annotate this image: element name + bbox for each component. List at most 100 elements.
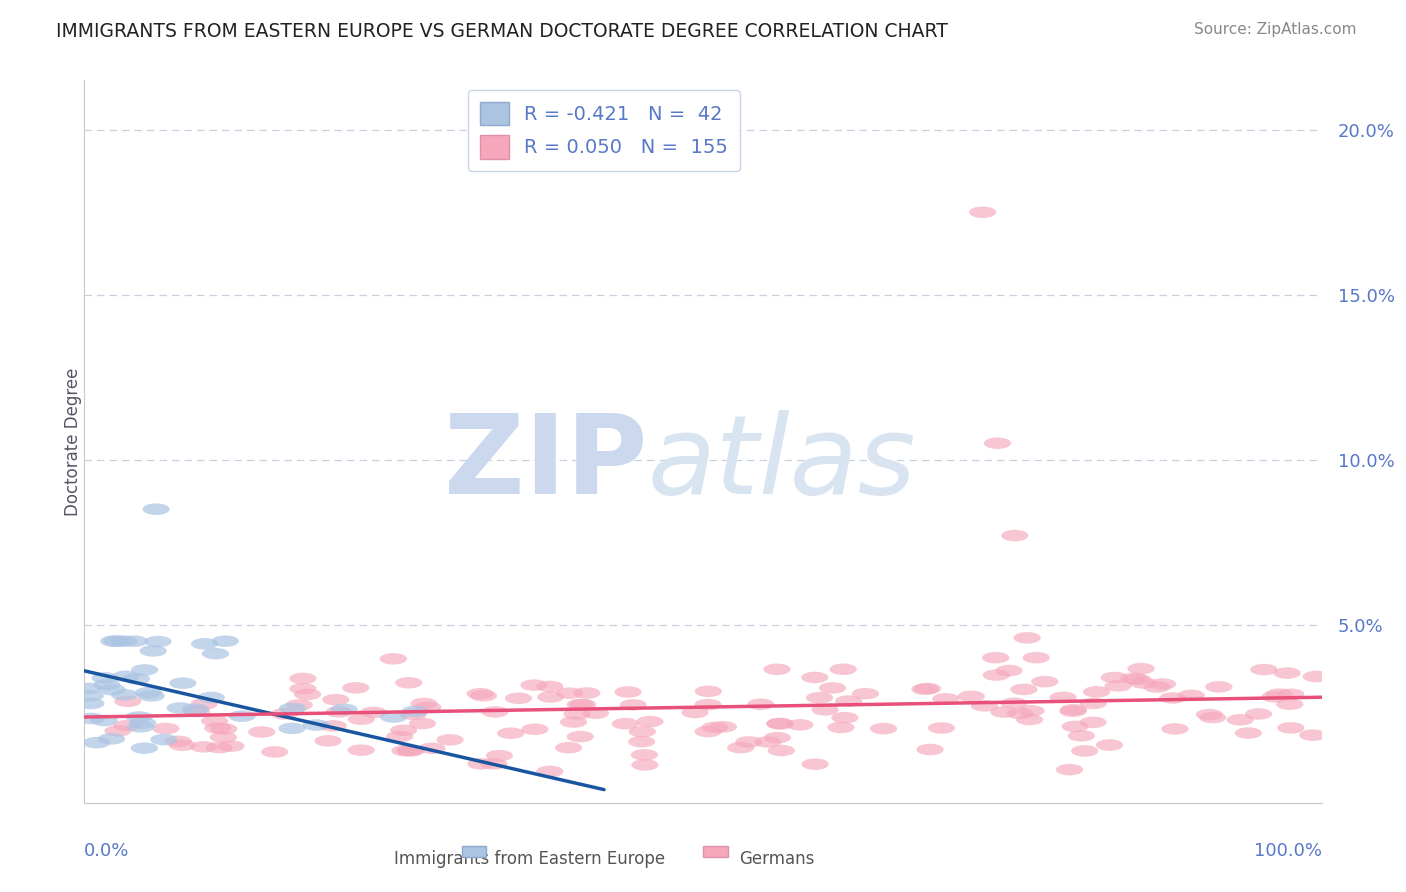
Ellipse shape <box>768 745 794 756</box>
Ellipse shape <box>637 715 664 727</box>
Ellipse shape <box>1014 632 1040 644</box>
Ellipse shape <box>1128 663 1154 674</box>
Ellipse shape <box>125 711 153 723</box>
Ellipse shape <box>202 648 229 659</box>
Ellipse shape <box>380 653 406 665</box>
Ellipse shape <box>995 665 1022 676</box>
Ellipse shape <box>169 739 195 751</box>
Ellipse shape <box>169 677 197 689</box>
Ellipse shape <box>290 673 316 684</box>
Ellipse shape <box>77 690 104 702</box>
Ellipse shape <box>389 724 418 736</box>
Ellipse shape <box>1261 691 1288 703</box>
Ellipse shape <box>1056 764 1083 775</box>
Ellipse shape <box>983 652 1010 664</box>
Ellipse shape <box>631 749 658 761</box>
Ellipse shape <box>786 719 814 731</box>
Ellipse shape <box>360 706 387 718</box>
Ellipse shape <box>1302 671 1330 682</box>
Ellipse shape <box>695 686 721 698</box>
Ellipse shape <box>917 744 943 756</box>
Ellipse shape <box>205 742 233 754</box>
Ellipse shape <box>1277 689 1305 700</box>
Ellipse shape <box>396 745 425 756</box>
Ellipse shape <box>183 706 211 717</box>
Ellipse shape <box>342 682 370 694</box>
Ellipse shape <box>152 723 180 734</box>
Ellipse shape <box>114 696 142 707</box>
Ellipse shape <box>139 645 167 657</box>
Ellipse shape <box>801 672 828 683</box>
Ellipse shape <box>396 745 423 756</box>
Ellipse shape <box>77 713 105 724</box>
Ellipse shape <box>983 669 1010 681</box>
Ellipse shape <box>537 691 564 703</box>
Ellipse shape <box>479 758 508 770</box>
Ellipse shape <box>347 714 375 725</box>
Ellipse shape <box>228 710 256 722</box>
Ellipse shape <box>436 734 464 746</box>
Ellipse shape <box>914 682 941 694</box>
Ellipse shape <box>1007 707 1033 719</box>
Ellipse shape <box>695 698 721 710</box>
Ellipse shape <box>628 726 657 738</box>
Ellipse shape <box>1105 680 1132 691</box>
Ellipse shape <box>399 708 427 720</box>
Ellipse shape <box>614 686 641 698</box>
Ellipse shape <box>806 692 834 704</box>
Ellipse shape <box>1159 692 1187 704</box>
Ellipse shape <box>131 742 157 754</box>
Ellipse shape <box>928 723 955 734</box>
Ellipse shape <box>957 690 984 702</box>
Ellipse shape <box>555 688 583 699</box>
Ellipse shape <box>201 715 228 727</box>
Ellipse shape <box>91 673 118 684</box>
Ellipse shape <box>1250 664 1278 675</box>
Ellipse shape <box>560 716 588 728</box>
Ellipse shape <box>325 706 353 718</box>
Ellipse shape <box>315 735 342 747</box>
Ellipse shape <box>695 726 721 738</box>
Ellipse shape <box>911 683 939 695</box>
Ellipse shape <box>98 733 125 745</box>
Ellipse shape <box>1299 730 1326 741</box>
Ellipse shape <box>1010 683 1038 695</box>
Ellipse shape <box>555 742 582 754</box>
Ellipse shape <box>401 706 429 717</box>
Ellipse shape <box>1244 708 1272 720</box>
Ellipse shape <box>1205 681 1233 692</box>
Ellipse shape <box>1018 705 1045 716</box>
Ellipse shape <box>536 765 564 777</box>
Ellipse shape <box>218 740 245 752</box>
Ellipse shape <box>409 718 436 730</box>
Ellipse shape <box>98 684 127 696</box>
Text: atlas: atlas <box>647 409 915 516</box>
Ellipse shape <box>628 736 655 747</box>
Ellipse shape <box>1199 712 1226 723</box>
Ellipse shape <box>209 731 238 743</box>
Ellipse shape <box>702 722 728 733</box>
Ellipse shape <box>285 699 314 711</box>
Ellipse shape <box>104 725 132 737</box>
Ellipse shape <box>972 700 998 712</box>
Ellipse shape <box>191 698 218 710</box>
Ellipse shape <box>100 635 128 647</box>
Ellipse shape <box>129 717 156 729</box>
Ellipse shape <box>1265 689 1294 700</box>
Ellipse shape <box>166 702 194 714</box>
Ellipse shape <box>631 759 658 771</box>
Ellipse shape <box>574 687 600 698</box>
Text: 100.0%: 100.0% <box>1254 842 1322 861</box>
Y-axis label: Doctorate Degree: Doctorate Degree <box>65 368 82 516</box>
Ellipse shape <box>347 745 375 756</box>
Ellipse shape <box>111 690 138 700</box>
Ellipse shape <box>1083 686 1111 698</box>
Ellipse shape <box>1080 716 1107 728</box>
Ellipse shape <box>835 695 862 706</box>
Ellipse shape <box>1059 706 1087 717</box>
Ellipse shape <box>870 723 897 734</box>
Ellipse shape <box>763 664 790 675</box>
Ellipse shape <box>77 698 104 709</box>
FancyBboxPatch shape <box>461 847 486 857</box>
Ellipse shape <box>197 691 225 703</box>
